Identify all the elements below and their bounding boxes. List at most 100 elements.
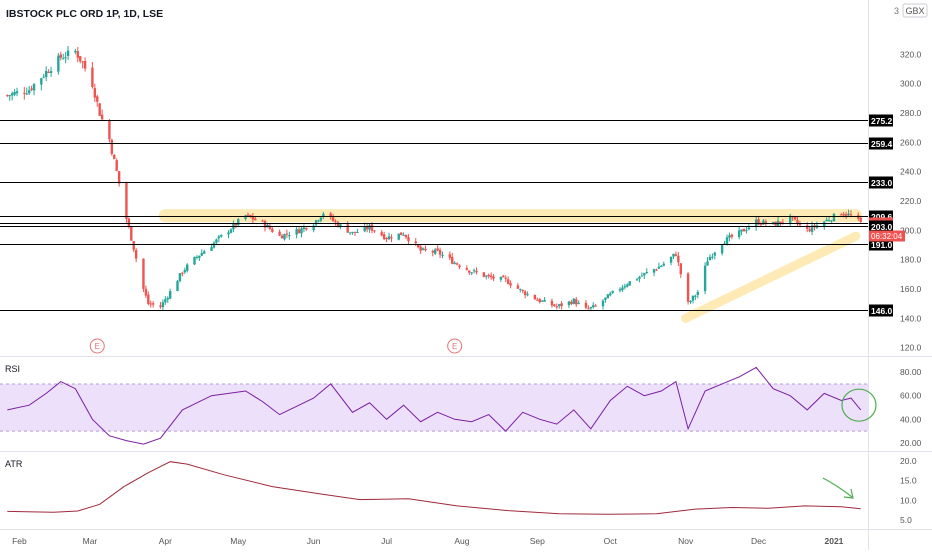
candle[interactable]: [312, 223, 315, 233]
candle[interactable]: [15, 87, 19, 97]
candle[interactable]: [567, 300, 571, 308]
candle[interactable]: [492, 273, 495, 282]
candle[interactable]: [407, 234, 410, 244]
candle[interactable]: [251, 212, 255, 224]
candle[interactable]: [83, 57, 87, 72]
candle[interactable]: [504, 275, 507, 283]
candle[interactable]: [849, 210, 853, 217]
candle[interactable]: [147, 291, 150, 306]
candle[interactable]: [74, 48, 77, 55]
candle[interactable]: [419, 244, 422, 254]
atr-arrow-annotation[interactable]: [822, 477, 854, 499]
candle[interactable]: [166, 296, 169, 304]
candle[interactable]: [62, 53, 65, 60]
candle[interactable]: [98, 102, 101, 116]
candle[interactable]: [280, 233, 284, 239]
candle[interactable]: [560, 301, 563, 310]
candle[interactable]: [448, 251, 452, 261]
candle[interactable]: [519, 288, 522, 293]
candle[interactable]: [436, 245, 439, 252]
candle[interactable]: [487, 273, 490, 279]
candle[interactable]: [424, 245, 427, 252]
candle[interactable]: [305, 227, 308, 231]
candle[interactable]: [261, 219, 264, 222]
candle[interactable]: [159, 301, 162, 309]
candle[interactable]: [730, 233, 734, 240]
level-price-tag[interactable]: 259.4: [869, 137, 893, 150]
candle[interactable]: [130, 225, 133, 241]
candle[interactable]: [27, 86, 31, 96]
candle[interactable]: [49, 66, 53, 77]
candle[interactable]: [720, 243, 724, 256]
candle[interactable]: [132, 240, 135, 253]
rising-trendline-highlight[interactable]: [681, 231, 861, 323]
candle[interactable]: [108, 119, 111, 143]
candle[interactable]: [523, 289, 527, 299]
candle[interactable]: [203, 249, 206, 254]
candle[interactable]: [125, 181, 128, 223]
candle[interactable]: [302, 224, 306, 233]
candle[interactable]: [703, 262, 707, 295]
earnings-marker[interactable]: E: [89, 338, 105, 354]
candle[interactable]: [652, 268, 656, 277]
currency-badge[interactable]: GBX: [902, 3, 928, 18]
candle[interactable]: [499, 276, 503, 282]
candle[interactable]: [594, 304, 597, 307]
candle[interactable]: [23, 87, 26, 100]
candle[interactable]: [151, 300, 155, 308]
candle[interactable]: [285, 229, 289, 238]
candle[interactable]: [402, 232, 405, 236]
level-price-tag[interactable]: 275.2: [869, 114, 893, 127]
atr-line[interactable]: [7, 461, 861, 515]
candle[interactable]: [815, 221, 819, 229]
candle[interactable]: [322, 211, 325, 219]
candle[interactable]: [390, 234, 393, 243]
level-price-tag[interactable]: 146.0: [869, 304, 893, 317]
candle[interactable]: [42, 73, 45, 79]
candle[interactable]: [227, 230, 230, 239]
candle[interactable]: [506, 276, 510, 285]
rsi-circle-annotation[interactable]: [841, 388, 877, 422]
candle[interactable]: [840, 213, 843, 216]
candle[interactable]: [217, 234, 221, 243]
candle[interactable]: [536, 297, 539, 301]
candle[interactable]: [643, 272, 646, 279]
candle[interactable]: [161, 299, 165, 310]
candle[interactable]: [164, 296, 167, 305]
candle[interactable]: [455, 262, 459, 266]
candle[interactable]: [711, 253, 714, 260]
candle[interactable]: [540, 299, 544, 302]
candle[interactable]: [686, 272, 690, 305]
candle[interactable]: [40, 77, 43, 91]
candle[interactable]: [570, 299, 573, 306]
candle[interactable]: [237, 217, 240, 227]
candle[interactable]: [331, 213, 335, 223]
candle[interactable]: [660, 264, 663, 268]
candle[interactable]: [472, 268, 476, 274]
candle[interactable]: [694, 294, 697, 300]
candle[interactable]: [183, 267, 186, 274]
candle[interactable]: [489, 272, 493, 280]
candle[interactable]: [623, 283, 627, 290]
candle[interactable]: [706, 257, 709, 266]
candle[interactable]: [351, 231, 354, 235]
candle[interactable]: [13, 88, 16, 97]
candle[interactable]: [745, 227, 748, 234]
candle[interactable]: [431, 249, 434, 257]
candle[interactable]: [57, 52, 60, 75]
candle[interactable]: [10, 91, 14, 101]
candle[interactable]: [434, 248, 437, 256]
candle[interactable]: [572, 297, 576, 305]
candle[interactable]: [621, 284, 624, 292]
candle[interactable]: [178, 273, 182, 283]
candle[interactable]: [742, 228, 746, 232]
candle[interactable]: [30, 85, 33, 92]
candle[interactable]: [295, 226, 298, 239]
candle[interactable]: [263, 219, 267, 232]
candle[interactable]: [329, 211, 332, 220]
candle[interactable]: [297, 226, 301, 234]
candle[interactable]: [674, 251, 678, 257]
candle[interactable]: [271, 226, 274, 233]
candle[interactable]: [679, 262, 682, 278]
candle[interactable]: [176, 280, 179, 292]
